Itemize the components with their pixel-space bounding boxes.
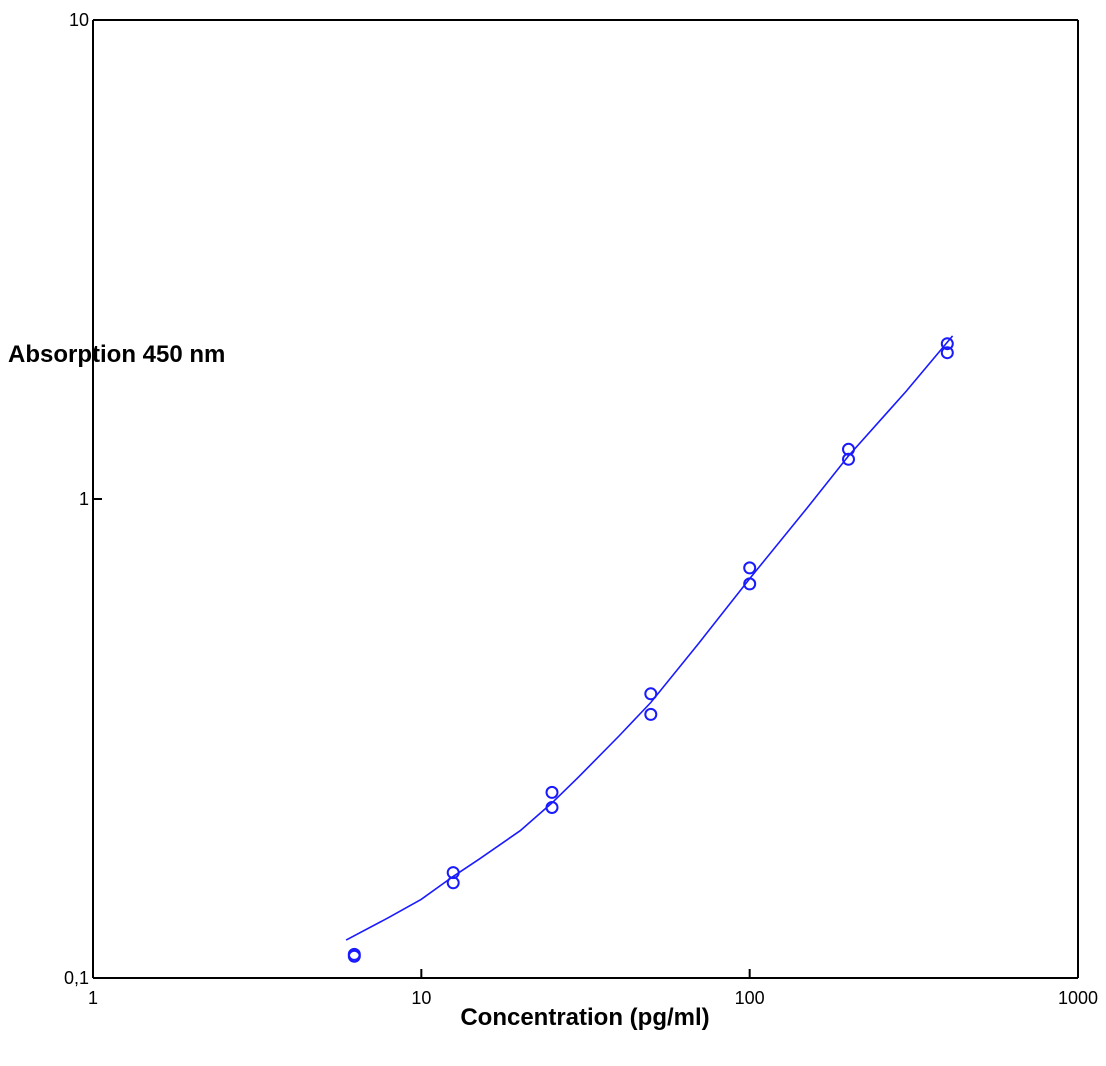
x-tick-label: 10: [411, 988, 431, 1008]
data-point: [644, 707, 658, 721]
plot-frame: [92, 19, 1079, 979]
y-axis-title: Absorption 450 nm: [8, 341, 225, 368]
data-point: [644, 687, 658, 701]
y-axis-ticks: 0,1 1 10: [64, 10, 102, 988]
data-point: [743, 561, 757, 575]
fit-curve: [345, 335, 954, 941]
data-points-layer: [347, 337, 954, 963]
x-axis-title: Concentration (pg/ml): [460, 1004, 709, 1031]
y-tick-label: 10: [69, 10, 89, 30]
data-point: [940, 346, 954, 360]
data-point: [446, 866, 460, 880]
data-point: [545, 785, 559, 799]
x-tick-label: 1: [88, 988, 98, 1008]
y-tick-label: 1: [79, 489, 89, 509]
x-tick-label: 1000: [1058, 988, 1098, 1008]
x-tick-label: 100: [735, 988, 765, 1008]
data-point: [940, 337, 954, 351]
fit-curve-layer: [345, 335, 954, 941]
data-point: [545, 801, 559, 814]
data-point: [842, 442, 855, 456]
data-point: [347, 947, 361, 961]
x-axis-ticks: 1 10 100 1000: [88, 969, 1098, 1008]
y-tick-label: 0,1: [64, 968, 89, 988]
data-point: [743, 577, 757, 591]
